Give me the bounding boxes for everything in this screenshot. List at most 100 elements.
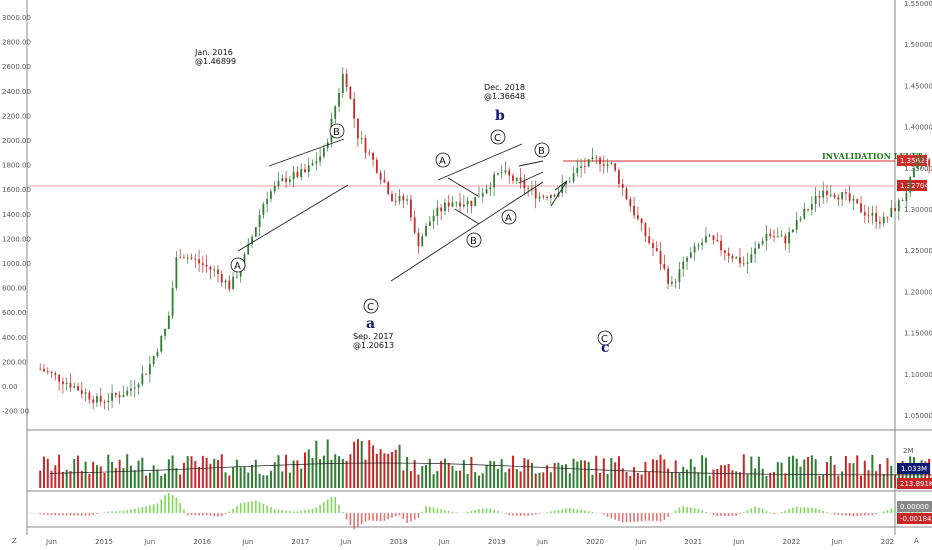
candle-body: [886, 216, 889, 218]
oscillator-bar: [96, 513, 98, 514]
candle-body: [754, 248, 757, 255]
candle-body: [867, 215, 870, 217]
volume-bar: [852, 463, 855, 488]
candle-body: [152, 356, 155, 365]
oscillator-bar: [183, 509, 185, 513]
oscillator-bar: [300, 510, 302, 513]
candle-body: [829, 194, 832, 196]
candle-body: [402, 195, 405, 201]
oscillator-bar: [133, 508, 136, 513]
candle-body: [527, 188, 530, 190]
volume-bar: [243, 466, 246, 488]
volume-bar: [451, 466, 454, 488]
candle-body: [307, 165, 310, 172]
left-tick-label: 800.00: [2, 285, 27, 293]
oscillator-bar: [701, 510, 703, 513]
candle-body: [818, 195, 821, 198]
candle-body: [765, 233, 768, 241]
oscillator-bar: [255, 500, 257, 513]
candle-body: [788, 232, 791, 244]
candle-body: [576, 167, 579, 174]
volume-bar: [84, 461, 87, 488]
candle-body: [114, 392, 117, 396]
volume-bar: [686, 469, 689, 488]
oscillator-bar: [285, 510, 287, 513]
svg-text:A: A: [505, 213, 512, 224]
right-tick-label: 1.55000: [904, 0, 932, 8]
candle-body: [375, 159, 378, 173]
sep-2017-price: @1.20613: [353, 341, 394, 350]
oscillator-bar: [504, 513, 507, 514]
volume-bar: [251, 464, 254, 488]
oscillator-bar: [379, 513, 382, 522]
candle-body: [247, 243, 250, 255]
time-tick-label: 2018: [390, 538, 408, 546]
candle-body: [618, 170, 620, 185]
volume-bar: [296, 460, 299, 488]
oscillator-bar: [262, 503, 265, 513]
candle-body: [217, 269, 219, 274]
oscillator-bar: [489, 508, 492, 513]
oscillator-bar: [50, 513, 53, 516]
oscillator-bar: [149, 505, 151, 513]
oscillator-bar: [421, 511, 424, 513]
oscillator-bar: [171, 495, 174, 513]
oscillator-bar: [587, 511, 590, 513]
volume-bar: [636, 472, 639, 488]
candle-body: [92, 399, 95, 403]
volume-bar: [266, 475, 269, 488]
oscillator-bar: [46, 513, 49, 515]
volume-bar: [591, 474, 594, 488]
volume-bar: [459, 470, 462, 488]
candle-body: [145, 373, 148, 375]
volume-bar: [754, 468, 757, 488]
volume-bar: [167, 459, 170, 488]
volume-bar: [303, 452, 306, 488]
oscillator-bar: [330, 497, 333, 513]
time-tick-label: Jun: [536, 538, 548, 546]
volume-bar: [292, 460, 295, 488]
candle-body: [398, 195, 401, 202]
candle-body: [96, 396, 98, 403]
volume-bar: [205, 457, 208, 488]
candle-body: [88, 392, 91, 400]
oscillator-bar: [425, 506, 427, 513]
volume-bar: [182, 462, 185, 488]
corner-label-left[interactable]: Z: [12, 537, 17, 545]
right-tick-label: 1.50000: [904, 41, 932, 49]
candle-body: [807, 208, 809, 210]
volume-axis-label: 2M: [903, 447, 914, 455]
candle-body: [428, 221, 431, 226]
volume-bar: [538, 472, 541, 488]
oscillator-bar: [886, 510, 889, 513]
oscillator-bar: [228, 511, 231, 513]
oscillator-bar: [277, 509, 280, 513]
candle-body: [262, 204, 265, 215]
volume-bar: [837, 475, 840, 488]
candle-body: [459, 202, 461, 207]
candle-body: [663, 264, 666, 269]
time-tick-label: 2015: [95, 538, 113, 546]
candle-body: [167, 315, 170, 329]
candle-body: [602, 164, 605, 166]
candle-body: [720, 241, 722, 251]
volume-bar: [152, 465, 155, 488]
oscillator-bar: [500, 512, 503, 513]
volume-bar: [780, 462, 783, 488]
candle-body: [792, 229, 794, 233]
oscillator-bar: [145, 506, 147, 513]
oscillator-bar: [625, 513, 628, 523]
volume-bar: [88, 474, 91, 488]
oscillator-bar: [111, 511, 113, 513]
volume-bar: [606, 473, 609, 488]
time-tick-label: 2019: [488, 538, 506, 546]
candle-body: [795, 219, 798, 230]
time-tick-label: 2017: [292, 538, 310, 546]
time-tick-label: Jun: [831, 538, 843, 546]
corner-label-right[interactable]: A: [914, 537, 919, 545]
oscillator-bar: [296, 511, 299, 513]
candle-body: [73, 386, 76, 388]
oscillator-bar: [799, 507, 802, 513]
